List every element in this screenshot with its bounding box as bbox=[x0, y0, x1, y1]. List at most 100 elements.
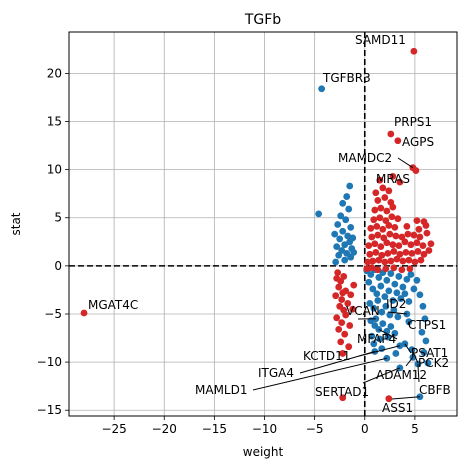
y-tick-label: 15 bbox=[47, 115, 62, 129]
data-point-red bbox=[335, 284, 342, 291]
data-point-blue bbox=[331, 231, 338, 238]
data-point-blue bbox=[349, 235, 356, 242]
data-point-red bbox=[376, 214, 383, 221]
data-point-red bbox=[417, 234, 424, 241]
data-point-blue bbox=[410, 286, 417, 293]
data-point-red bbox=[374, 266, 381, 273]
plot-frame bbox=[69, 32, 457, 416]
data-point-red bbox=[414, 248, 421, 255]
data-point-blue bbox=[387, 270, 394, 277]
data-point-red bbox=[390, 248, 397, 255]
gene-label-tgfbr3: TGFBR3 bbox=[322, 71, 371, 85]
gene-label-mamld1: MAMLD1 bbox=[195, 383, 247, 397]
data-point-blue bbox=[345, 206, 352, 213]
gridlines bbox=[69, 32, 457, 416]
data-point-red bbox=[338, 296, 345, 303]
gene-label-id2: ID2 bbox=[386, 297, 406, 311]
data-point-blue bbox=[394, 313, 401, 320]
gene-label-sertad1: SERTAD1 bbox=[315, 385, 369, 399]
data-point-red bbox=[365, 242, 372, 249]
y-tick-label: 10 bbox=[47, 163, 62, 177]
labeled-data-point bbox=[387, 131, 394, 138]
data-point-blue bbox=[346, 183, 353, 190]
data-point-red bbox=[392, 233, 399, 240]
data-point-red bbox=[411, 259, 418, 266]
data-point-blue bbox=[423, 338, 430, 345]
gene-label-mamdc2: MAMDC2 bbox=[338, 151, 392, 165]
y-tick-label: −10 bbox=[37, 355, 62, 369]
data-point-blue bbox=[392, 350, 399, 357]
data-point-red bbox=[395, 242, 402, 249]
data-point-red bbox=[380, 235, 387, 242]
data-point-red bbox=[335, 326, 342, 333]
data-point-blue bbox=[373, 290, 380, 297]
x-tick-label: 0 bbox=[361, 422, 369, 436]
data-point-blue bbox=[377, 283, 384, 290]
data-point-red bbox=[418, 257, 425, 264]
gene-label-mras: MRAS bbox=[376, 172, 410, 186]
y-tick-label: 20 bbox=[47, 66, 62, 80]
data-point-blue bbox=[343, 193, 350, 200]
data-point-red bbox=[382, 217, 389, 224]
data-point-red bbox=[413, 239, 420, 246]
data-point-blue bbox=[347, 224, 354, 231]
gene-label-agps: AGPS bbox=[402, 135, 434, 149]
gene-label-ass1: ASS1 bbox=[382, 401, 413, 415]
data-point-red bbox=[332, 292, 339, 299]
data-point-red bbox=[381, 194, 388, 201]
y-tick-label: −5 bbox=[44, 307, 62, 321]
data-point-red bbox=[406, 265, 413, 272]
data-point-red bbox=[420, 242, 427, 249]
x-tick-label: −15 bbox=[202, 422, 227, 436]
data-point-red bbox=[371, 207, 378, 214]
data-point-blue bbox=[393, 289, 400, 296]
data-point-red bbox=[346, 322, 353, 329]
data-point-red bbox=[408, 250, 415, 257]
data-point-red bbox=[394, 215, 401, 222]
data-point-red bbox=[383, 208, 390, 215]
data-point-red bbox=[405, 257, 412, 264]
data-point-blue bbox=[341, 257, 348, 264]
data-point-blue bbox=[332, 259, 339, 266]
data-point-red bbox=[379, 226, 386, 233]
data-point-red bbox=[369, 258, 376, 265]
label-leader-line bbox=[392, 397, 420, 399]
data-point-red bbox=[333, 314, 340, 321]
label-leader-line bbox=[406, 357, 413, 366]
data-point-blue bbox=[407, 271, 414, 278]
y-tick-label: −15 bbox=[37, 403, 62, 417]
data-point-red bbox=[413, 217, 420, 224]
data-point-blue bbox=[335, 252, 342, 259]
gene-label-itga4: ITGA4 bbox=[258, 366, 294, 380]
data-point-blue bbox=[383, 277, 390, 284]
data-point-red bbox=[396, 251, 403, 258]
data-point-red bbox=[424, 230, 431, 237]
data-point-red bbox=[377, 243, 384, 250]
data-point-red bbox=[367, 225, 374, 232]
labeled-data-point bbox=[81, 310, 88, 317]
data-point-red bbox=[382, 265, 389, 272]
gene-label-mgat4c: MGAT4C bbox=[88, 298, 138, 312]
data-point-blue bbox=[350, 249, 357, 256]
x-tick-label: −10 bbox=[252, 422, 277, 436]
gene-label-ctps1: CTPS1 bbox=[408, 318, 446, 332]
data-point-red bbox=[385, 187, 392, 194]
data-point-red bbox=[337, 338, 344, 345]
data-point-blue bbox=[395, 273, 402, 280]
data-point-red bbox=[403, 223, 410, 230]
data-point-red bbox=[341, 331, 348, 338]
data-point-blue bbox=[365, 279, 372, 286]
data-point-red bbox=[386, 231, 393, 238]
data-point-red bbox=[407, 241, 414, 248]
reference-lines bbox=[69, 32, 457, 416]
data-point-red bbox=[428, 240, 435, 247]
labeled-data-point bbox=[412, 167, 419, 174]
data-point-red bbox=[338, 319, 345, 326]
data-point-red bbox=[387, 258, 394, 265]
data-point-red bbox=[398, 266, 405, 273]
x-tick-label: −20 bbox=[152, 422, 177, 436]
x-tick-label: −5 bbox=[306, 422, 324, 436]
data-point-blue bbox=[405, 298, 412, 305]
data-point-red bbox=[340, 273, 347, 280]
